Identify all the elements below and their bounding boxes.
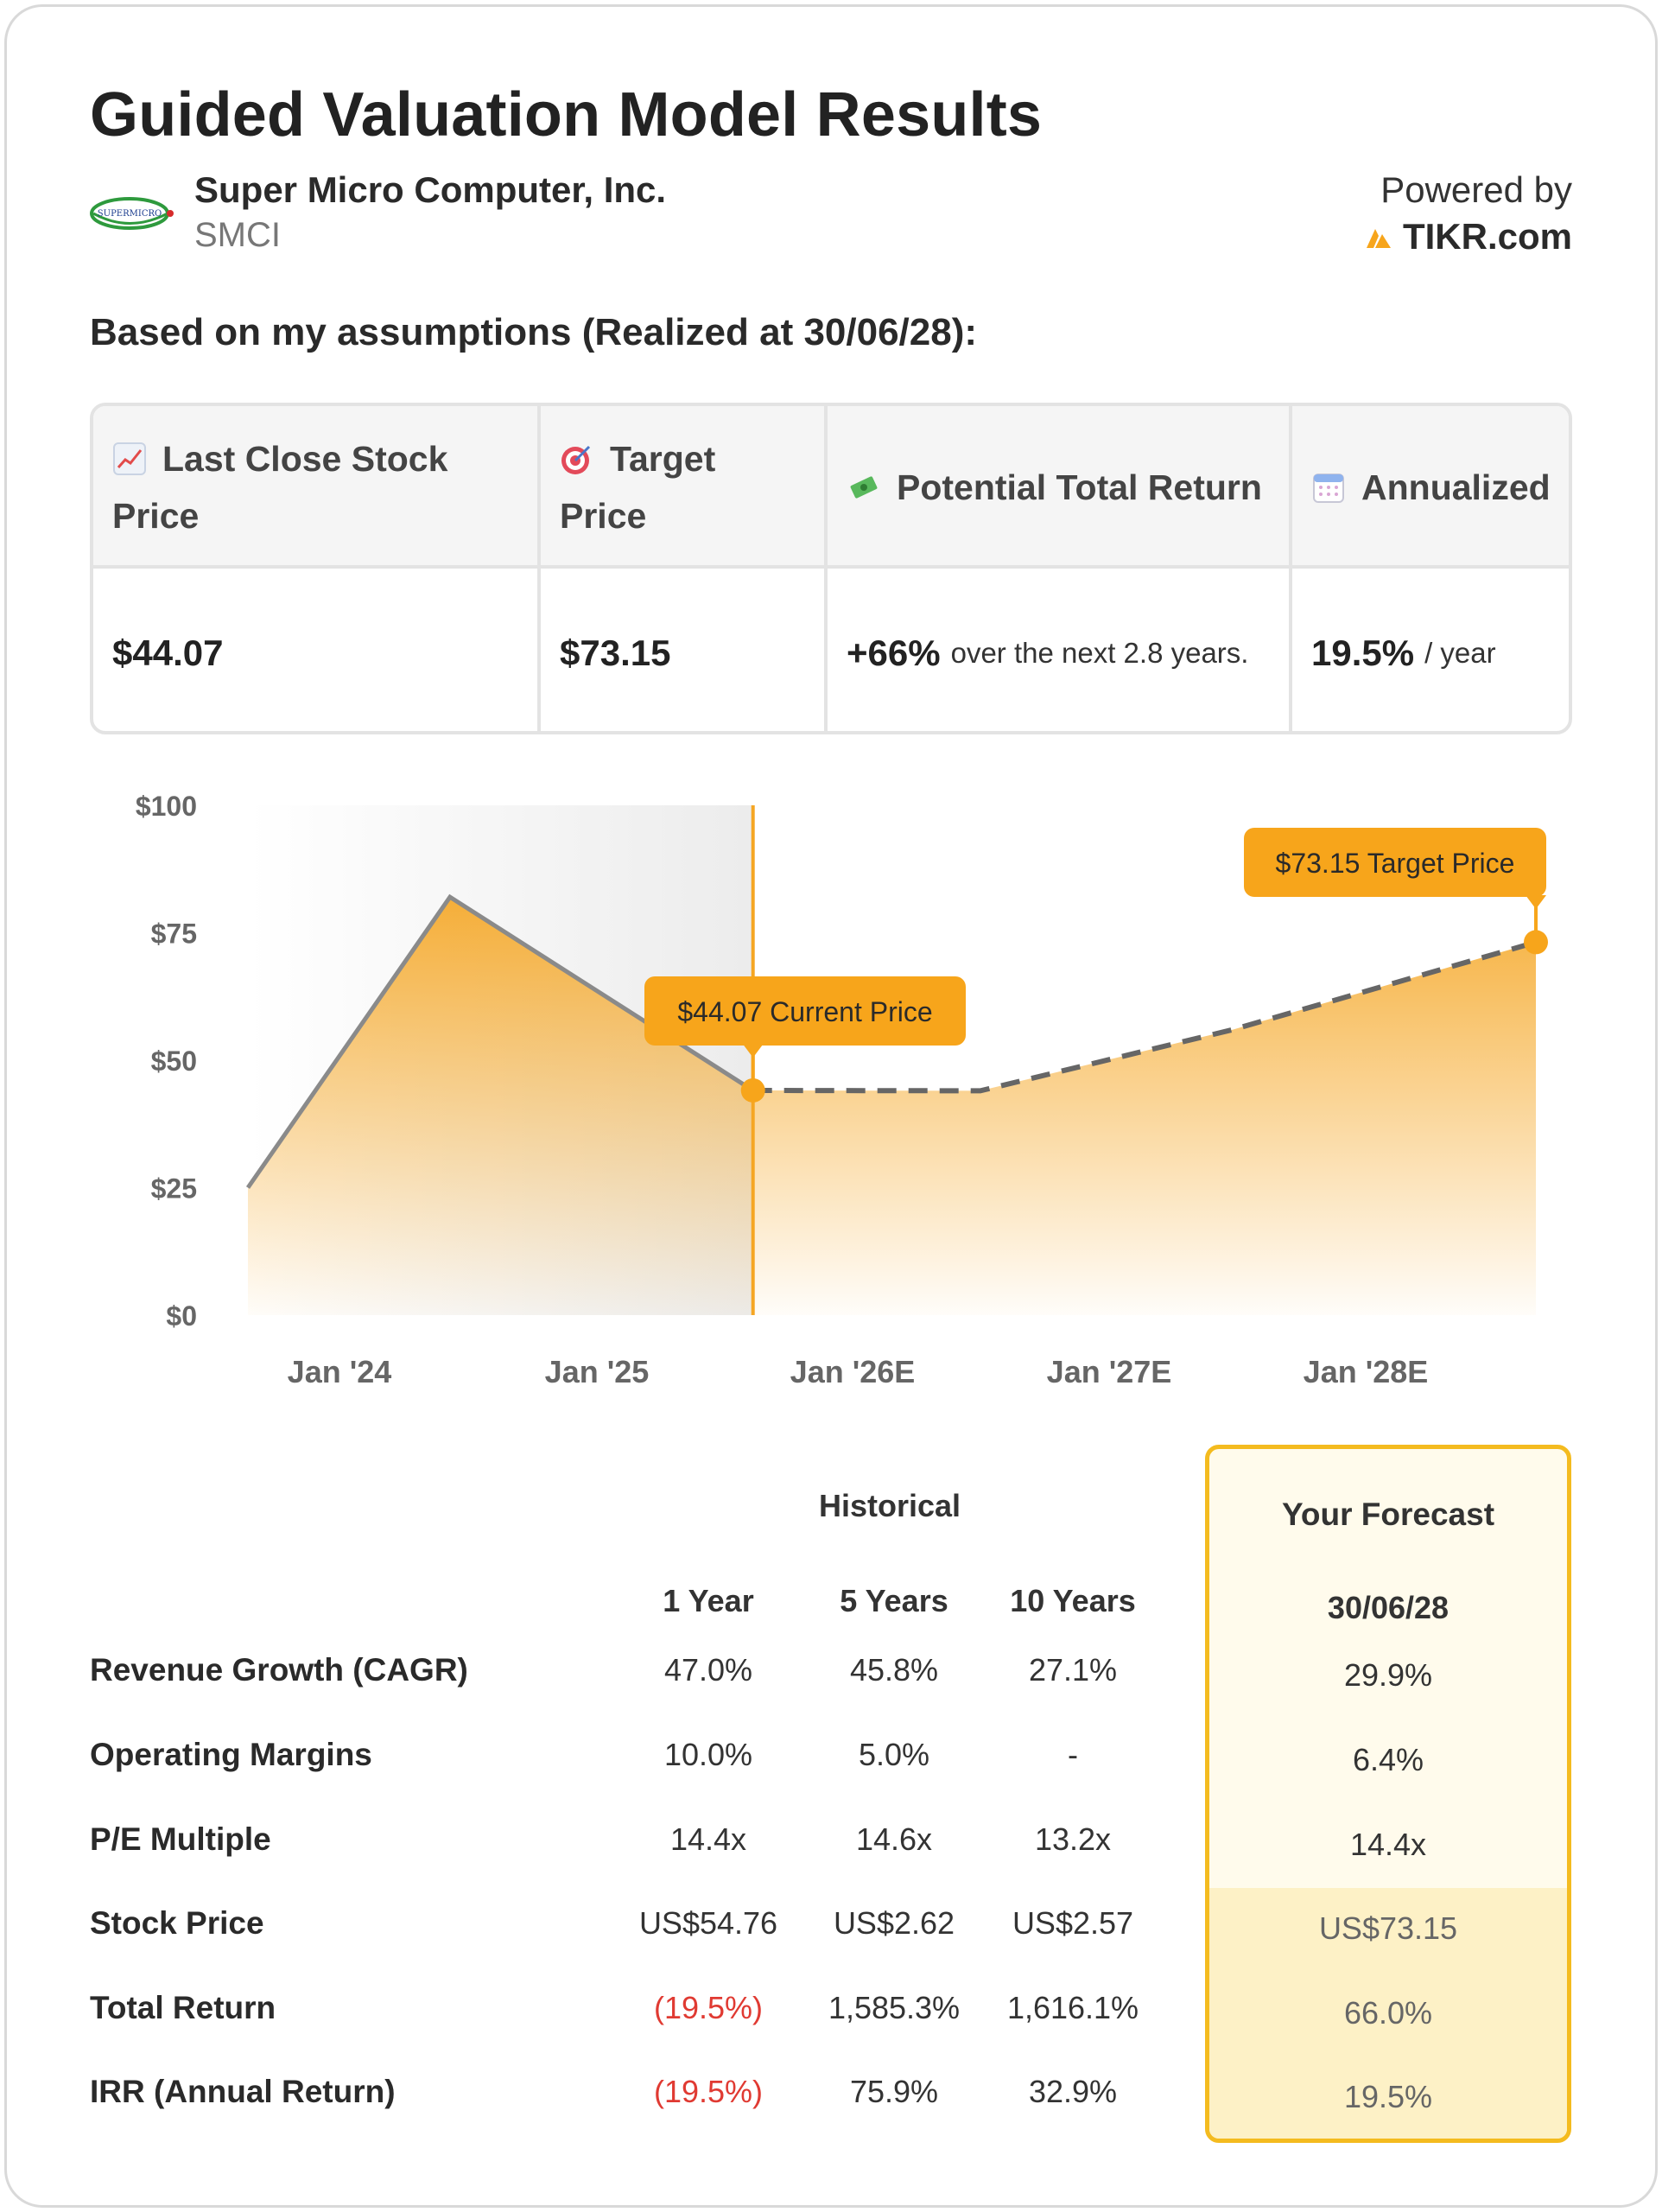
y-tick-label: $0 [166, 1300, 197, 1332]
forecast-header: Your Forecast [1281, 1497, 1495, 1532]
row-label: Total Return [90, 1990, 276, 2025]
table-cell: US$2.57 [1012, 1905, 1134, 1941]
forecast-cell: 6.4% [1352, 1742, 1424, 1777]
table-cell: 10.0% [663, 1737, 753, 1772]
column-header-1-year: 1 Year [663, 1583, 754, 1618]
column-header-5-years: 5 Years [840, 1583, 948, 1618]
table-cell: 13.2x [1034, 1821, 1112, 1857]
row-label: Revenue Growth (CAGR) [90, 1652, 468, 1688]
historical-header: Historical [818, 1488, 961, 1523]
table-cell: (19.5%) [653, 1990, 764, 2025]
table-cell: 14.6x [855, 1821, 933, 1857]
row-label: IRR (Annual Return) [90, 2074, 396, 2109]
summary-table: Last Close Stock Price Target Price Potent… [90, 403, 1572, 734]
table-cell: US$2.62 [833, 1905, 955, 1941]
target-price-label: $73.15 Target Price [1276, 848, 1515, 879]
money-with-wings-icon [850, 476, 878, 499]
ticker-symbol: SMCI [194, 216, 281, 254]
price-area [248, 897, 1536, 1315]
column-divider [1289, 406, 1292, 731]
table-cell: 47.0% [663, 1652, 753, 1688]
column-divider [537, 406, 541, 731]
logo-text: SUPERMICRO [98, 209, 162, 219]
table-cell: 1,585.3% [828, 1990, 961, 2025]
brand-name: TIKR.com [1402, 216, 1572, 257]
forecast-cell: 14.4x [1349, 1827, 1427, 1862]
row-label: P/E Multiple [90, 1821, 271, 1857]
current-price-marker: $44.07 Current Price [644, 976, 966, 1103]
page-title: Guided Valuation Model Results [90, 80, 1043, 149]
header-last-close: Last Close Stock Price [112, 439, 448, 536]
table-cell: US$54.76 [638, 1905, 778, 1941]
value-potential-return: +66% over the next 2.8 years. [847, 632, 1249, 673]
tikr-logo-icon [1366, 229, 1391, 248]
y-tick-label: $75 [151, 918, 197, 950]
table-cell: 75.9% [849, 2074, 939, 2109]
header-potential-return: Potential Total Return [828, 406, 1289, 569]
x-tick-label: Jan '24 [288, 1354, 392, 1389]
target-price-marker-point [1524, 930, 1548, 955]
header-annualized: Annualized [1292, 406, 1569, 569]
table-cell: 14.4x [669, 1821, 747, 1857]
calendar-icon [1313, 474, 1344, 503]
x-tick-label: Jan '28E [1304, 1354, 1429, 1389]
x-tick-label: Jan '25 [545, 1354, 650, 1389]
forecast-results-band [1209, 1888, 1567, 2139]
current-price-label: $44.07 Current Price [677, 996, 932, 1027]
value-last-close: $44.07 [112, 632, 224, 673]
row-label: Stock Price [90, 1905, 264, 1941]
forecast-panel [1205, 1445, 1571, 2143]
table-cell: 1,616.1% [1006, 1990, 1139, 2025]
company-name: Super Micro Computer, Inc. [194, 169, 667, 210]
table-cell: 27.1% [1028, 1652, 1118, 1688]
forecast-price-line [752, 939, 1537, 1094]
header-target-price: Target Price [560, 439, 716, 536]
current-price-marker-point [740, 1077, 765, 1103]
table-cell: 32.9% [1028, 2074, 1118, 2109]
forecast-cell: 19.5% [1343, 2079, 1433, 2114]
value-annualized: 19.5% / year [1311, 632, 1496, 673]
assumptions-heading: Based on my assumptions (Realized at 30/… [90, 311, 978, 353]
column-header-10-years: 10 Years [1010, 1583, 1136, 1618]
table-cell: 45.8% [849, 1652, 939, 1688]
forecast-cell: 66.0% [1343, 1995, 1433, 2031]
chart-increasing-icon [113, 442, 146, 475]
table-cell: (19.5%) [653, 2074, 764, 2109]
table-cell: 5.0% [858, 1737, 930, 1772]
forecast-date: 30/06/28 [1327, 1590, 1449, 1625]
table-cell: - [1068, 1737, 1078, 1772]
y-tick-label: $50 [151, 1046, 197, 1077]
y-tick-label: $100 [136, 791, 197, 822]
forecast-cell: US$73.15 [1318, 1910, 1458, 1946]
target-price-marker: $73.15 Target Price [1244, 828, 1548, 955]
forecast-cell: 29.9% [1343, 1657, 1433, 1693]
company-logo: SUPERMICRO [90, 197, 174, 230]
powered-by-label: Powered by [1380, 169, 1572, 210]
x-tick-label: Jan '26E [790, 1354, 916, 1389]
brand-link[interactable]: TIKR.com [1363, 216, 1572, 257]
y-tick-label: $25 [151, 1173, 197, 1205]
target-icon [561, 445, 591, 474]
value-target-price: $73.15 [560, 632, 671, 673]
price-chart: $0 $25 $50 $75 $100 Jan '24 Jan '25 Jan '26E Ja… [136, 791, 1548, 1389]
x-tick-label: Jan '27E [1047, 1354, 1172, 1389]
column-divider [824, 406, 828, 731]
row-label: Operating Margins [90, 1737, 372, 1772]
